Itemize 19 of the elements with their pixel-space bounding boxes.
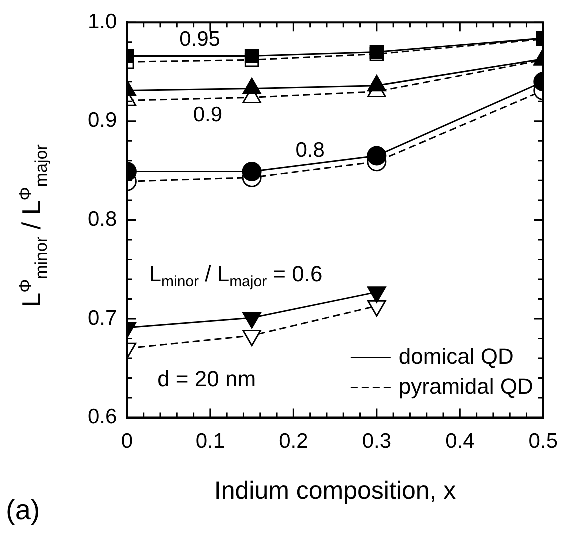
annotation: 0.8 [296,138,325,162]
legend-label: domical QD [398,344,514,369]
x-tick-label: 0.1 [196,430,226,454]
y-tick-label: 0.6 [88,406,118,429]
y-tick-label: 1.0 [88,10,118,34]
annotation: 0.95 [180,28,220,52]
y-tick-label: 0.8 [88,208,118,231]
annotation: d = 20 nm [158,366,256,392]
legend-label: pyramidal QD [398,374,534,399]
x-tick-label: 0.3 [362,430,392,454]
annotation: 0.9 [193,103,223,126]
x-tick-label: 0.4 [446,430,476,454]
y-tick-label: 0.9 [88,109,118,132]
x-tick-label: 0.5 [528,430,558,454]
text: (a) [6,494,40,526]
x-tick-label: 0.2 [279,430,308,454]
y-tick-label: 0.7 [88,306,118,330]
x-tick-label: 0 [121,430,134,454]
x-axis-title: Indium composition, x [214,476,457,505]
